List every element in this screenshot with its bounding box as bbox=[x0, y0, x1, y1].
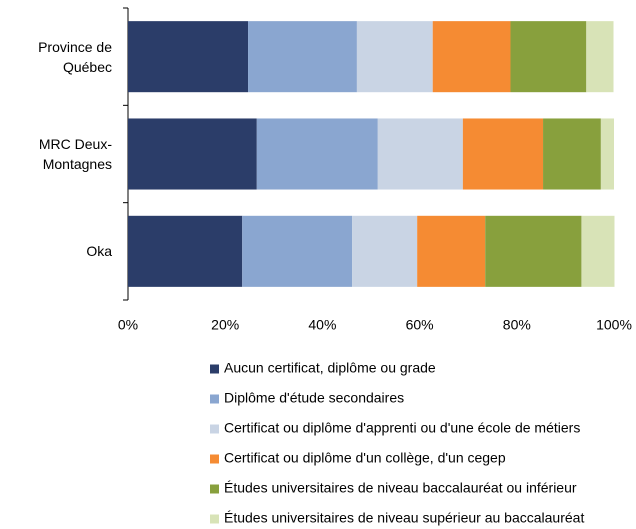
legend-label: Certificat ou diplôme d'un collège, d'un… bbox=[224, 450, 506, 466]
legend-label: Études universitaires de niveau baccalau… bbox=[224, 480, 577, 496]
bar-segment bbox=[462, 118, 544, 190]
bar-segment bbox=[485, 215, 582, 287]
bar-segment bbox=[256, 118, 378, 190]
bar-segment bbox=[352, 215, 418, 287]
legend-label: Diplôme d'étude secondaires bbox=[224, 390, 404, 406]
x-tick-label: 0% bbox=[118, 317, 138, 333]
bar-segment bbox=[248, 21, 357, 93]
x-tick-label: 40% bbox=[308, 317, 336, 333]
category-label: Province de Québec bbox=[38, 38, 112, 75]
legend-swatch bbox=[210, 514, 219, 524]
legend-swatch bbox=[210, 484, 219, 494]
category-label: MRC Deux-Montagnes bbox=[38, 136, 112, 172]
bar-segment bbox=[128, 21, 249, 93]
bar-segment bbox=[417, 215, 486, 287]
bar-segment bbox=[242, 215, 353, 287]
x-tick-label: 100% bbox=[596, 317, 632, 333]
legend-swatch bbox=[210, 394, 219, 404]
x-tick-label: 80% bbox=[503, 317, 531, 333]
bar-segment bbox=[543, 118, 601, 190]
x-tick-label: 20% bbox=[211, 317, 239, 333]
bar-segment bbox=[581, 215, 615, 287]
bar-segment bbox=[377, 118, 463, 190]
legend-label: Certificat ou diplôme d'apprenti ou d'un… bbox=[224, 420, 580, 436]
x-tick-label: 60% bbox=[406, 317, 434, 333]
bar-segment bbox=[128, 118, 257, 190]
bar-segment bbox=[128, 215, 243, 287]
legend-swatch bbox=[210, 364, 219, 374]
legend-label: Aucun certificat, diplôme ou grade bbox=[224, 360, 436, 376]
bar-segment bbox=[356, 21, 433, 93]
legend-label: Études universitaires de niveau supérieu… bbox=[224, 510, 584, 526]
bar-segment bbox=[586, 21, 614, 93]
bar-segment bbox=[510, 21, 587, 93]
category-label: Oka bbox=[86, 243, 112, 260]
legend-swatch bbox=[210, 424, 219, 434]
bar-segment bbox=[600, 118, 614, 190]
bar-segment bbox=[432, 21, 511, 93]
legend-swatch bbox=[210, 454, 219, 464]
